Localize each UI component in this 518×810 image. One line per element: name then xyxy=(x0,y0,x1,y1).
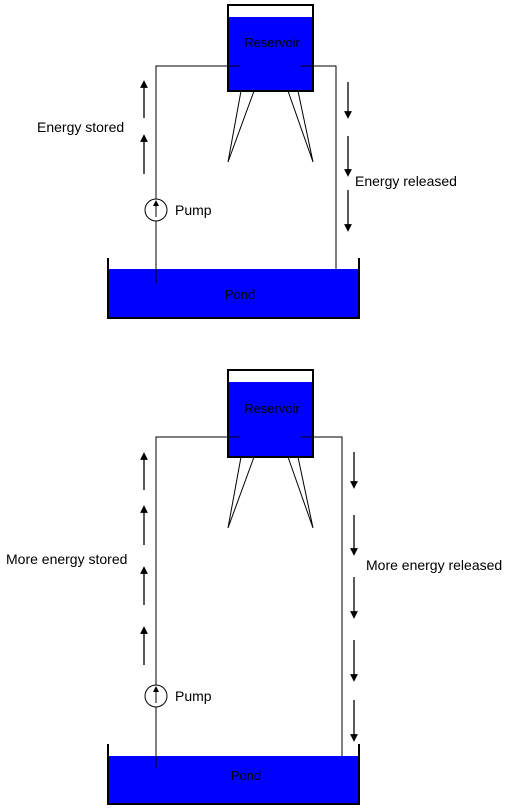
energy-released-label: Energy released xyxy=(355,173,457,189)
more-energy-released-label: More energy released xyxy=(366,557,502,573)
pond-label: Pond xyxy=(231,768,261,783)
pond-tank xyxy=(107,258,360,319)
reservoir-label: Reservoir xyxy=(244,401,300,416)
reservoir-right-leg xyxy=(287,456,314,529)
reservoir-left-leg xyxy=(227,90,255,163)
pond-water xyxy=(108,756,359,804)
pond-tank xyxy=(107,744,360,805)
return-pipe xyxy=(301,436,343,756)
return-pipe xyxy=(301,65,337,269)
panel-1: Pond Reservoir Pump Energy stored Energy… xyxy=(37,4,457,319)
reservoir-tank xyxy=(227,369,314,458)
reservoir-right-leg xyxy=(287,90,314,163)
energy-stored-label: Energy stored xyxy=(37,119,124,135)
pond-water xyxy=(108,269,359,317)
more-energy-stored-label: More energy stored xyxy=(6,551,127,567)
supply-pipe xyxy=(155,436,240,768)
reservoir-water xyxy=(228,382,313,457)
reservoir-water xyxy=(228,17,313,91)
panel-2: Pond Reservoir Pump More energy stored M… xyxy=(6,369,502,805)
pump-label: Pump xyxy=(175,688,212,704)
reservoir-left-leg xyxy=(227,456,255,529)
reservoir-tank xyxy=(227,4,314,92)
supply-pipe xyxy=(155,65,240,283)
pond-label: Pond xyxy=(225,287,255,302)
reservoir-label: Reservoir xyxy=(244,35,300,50)
pump-label: Pump xyxy=(175,202,212,218)
